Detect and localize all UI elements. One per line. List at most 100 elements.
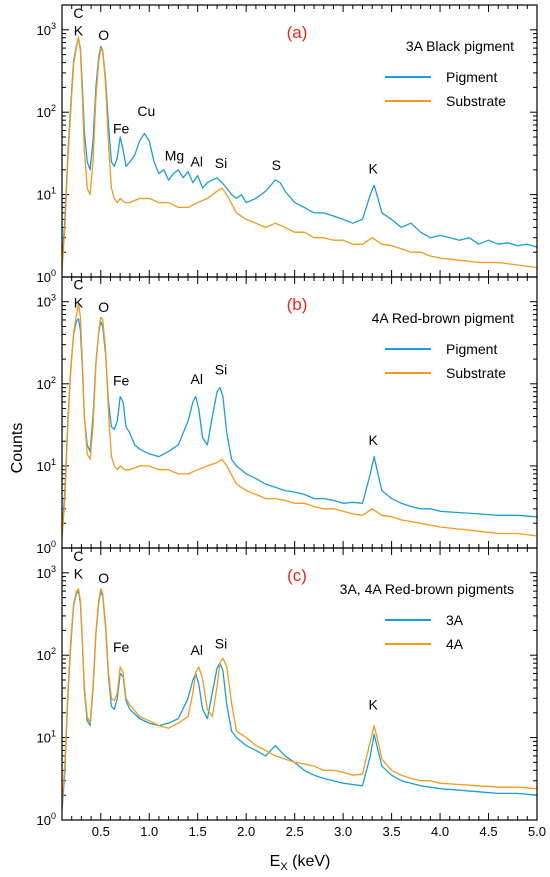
- legend-label: Pigment: [446, 69, 497, 85]
- x-axis-label: EX (keV): [270, 853, 331, 873]
- peak-label: Si: [215, 155, 227, 171]
- y-tick-label-base: 10: [37, 377, 51, 392]
- peak-label: Si: [215, 636, 227, 652]
- y-tick-label: 102: [37, 646, 56, 663]
- peak-label: K: [74, 295, 84, 311]
- series-line-substrate: [62, 36, 537, 271]
- x-axis-label-subscript: X: [280, 861, 288, 873]
- series-group: [62, 36, 537, 271]
- y-tick-label-base: 10: [37, 731, 51, 746]
- y-tick-label: 101: [37, 729, 56, 746]
- y-tick-label: 100: [37, 811, 56, 828]
- x-tick-label: 1.5: [189, 824, 207, 839]
- y-tick-label-exponent: 0: [51, 268, 56, 278]
- peak-label: O: [98, 570, 109, 586]
- y-tick-label: 102: [37, 375, 56, 392]
- panel-letter: (c): [287, 566, 307, 585]
- y-tick-label-base: 10: [37, 541, 51, 556]
- y-tick-label: 103: [37, 293, 56, 310]
- peak-label: Fe: [113, 373, 130, 389]
- y-tick-label-exponent: 2: [51, 646, 56, 656]
- y-tick-label-base: 10: [37, 188, 51, 203]
- x-tick-label: 1.0: [140, 824, 158, 839]
- y-tick-label-base: 10: [37, 23, 51, 38]
- x-tick-label: 2.5: [286, 824, 304, 839]
- panel-title: 4A Red-brown pigment: [372, 310, 515, 326]
- y-tick-label-exponent: 3: [51, 293, 56, 303]
- peak-label: Fe: [113, 639, 130, 655]
- peak-label: C: [73, 548, 83, 564]
- series-line-substrate: [62, 302, 537, 539]
- peak-label: O: [98, 299, 109, 315]
- peak-label: Fe: [113, 121, 130, 137]
- peak-label: K: [74, 566, 84, 582]
- x-tick-label: 0.5: [92, 824, 110, 839]
- peak-label: C: [73, 5, 83, 21]
- y-tick-label-exponent: 3: [51, 564, 56, 574]
- y-tick-label: 101: [37, 457, 56, 474]
- panel-letter: (a): [287, 23, 308, 42]
- peak-label: K: [369, 696, 379, 712]
- peak-label: Mg: [165, 147, 184, 163]
- y-tick-label: 101: [37, 186, 56, 203]
- y-tick-label-exponent: 2: [51, 375, 56, 385]
- x-tick-label: 5.0: [528, 824, 546, 839]
- y-tick-label: 100: [37, 539, 56, 556]
- peak-label: Al: [191, 642, 203, 658]
- y-tick-label: 103: [37, 564, 56, 581]
- y-tick-label: 100: [37, 268, 56, 285]
- y-tick-label: 103: [37, 21, 56, 38]
- y-tick-label-exponent: 1: [51, 729, 56, 739]
- x-tick-label: 2.0: [237, 824, 255, 839]
- peak-label: Si: [215, 361, 227, 377]
- peak-label: Al: [191, 371, 203, 387]
- legend-label: 4A: [446, 636, 464, 652]
- peak-label: C: [73, 277, 83, 293]
- peak-label: Al: [191, 153, 203, 169]
- y-axis-label: Counts: [9, 423, 26, 474]
- panel-letter: (b): [287, 295, 308, 314]
- x-tick-label: 4.0: [431, 824, 449, 839]
- series-line-3a: [62, 590, 537, 811]
- y-tick-label-base: 10: [37, 648, 51, 663]
- series-group: [62, 588, 537, 811]
- peak-label: K: [74, 23, 84, 39]
- y-tick-label-exponent: 0: [51, 811, 56, 821]
- series-group: [62, 302, 537, 539]
- panel-title: 3A, 4A Red-brown pigments: [340, 581, 514, 597]
- legend-label: Substrate: [446, 93, 506, 109]
- x-axis-label-main: E: [270, 853, 281, 870]
- y-tick-label-exponent: 1: [51, 457, 56, 467]
- y-tick-label-exponent: 0: [51, 539, 56, 549]
- y-tick-label-exponent: 3: [51, 21, 56, 31]
- legend-label: Pigment: [446, 341, 497, 357]
- y-tick-label-base: 10: [37, 295, 51, 310]
- plot-frame: [61, 547, 538, 821]
- y-tick-label-base: 10: [37, 459, 51, 474]
- y-tick-label-base: 10: [37, 105, 51, 120]
- x-tick-label: 3.0: [334, 824, 352, 839]
- y-tick-label-base: 10: [37, 566, 51, 581]
- y-tick-label: 102: [37, 103, 56, 120]
- y-tick-label-exponent: 1: [51, 186, 56, 196]
- y-tick-label-base: 10: [37, 270, 51, 285]
- y-tick-label-base: 10: [37, 813, 51, 828]
- x-axis-label-unit: (keV): [288, 853, 331, 870]
- legend-label: 3A: [446, 612, 464, 628]
- peak-label: S: [272, 157, 281, 173]
- y-tick-label-exponent: 2: [51, 103, 56, 113]
- peak-label: K: [369, 161, 379, 177]
- x-tick-label: 3.5: [383, 824, 401, 839]
- peak-label: K: [369, 432, 379, 448]
- peak-label: Cu: [137, 103, 155, 119]
- series-line-4a: [62, 588, 537, 806]
- panel-title: 3A Black pigment: [406, 38, 514, 54]
- peak-label: O: [98, 27, 109, 43]
- legend-label: Substrate: [446, 365, 506, 381]
- x-tick-label: 4.5: [479, 824, 497, 839]
